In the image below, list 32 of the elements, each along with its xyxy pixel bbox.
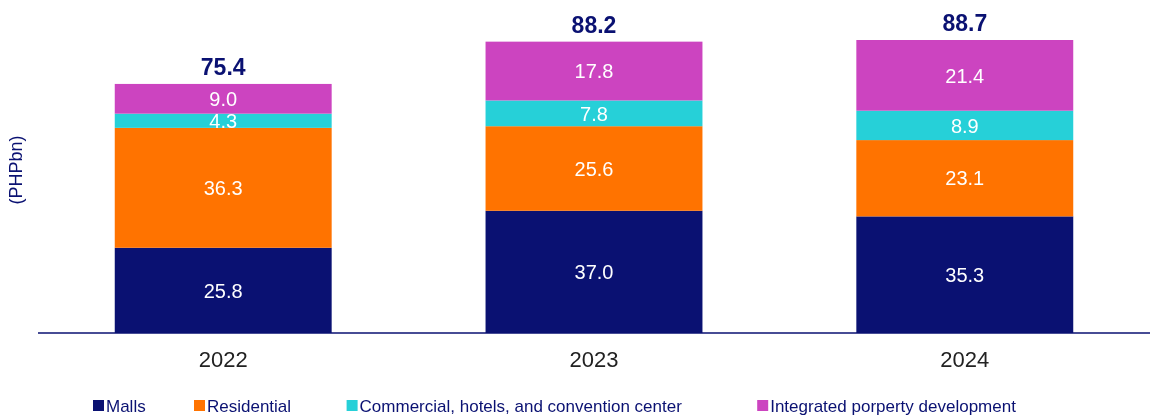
bar (114, 83, 332, 114)
data-label: 4.3 (209, 109, 238, 132)
legend-label: Residential (207, 396, 292, 416)
data-label: 35.3 (945, 263, 985, 286)
data-label: 25.8 (203, 279, 243, 302)
legend-label: Integrated porperty development (770, 396, 1017, 416)
bar (114, 127, 332, 248)
total-label: 88.7 (942, 10, 988, 36)
bar (114, 113, 332, 128)
data-label: 7.8 (580, 102, 608, 125)
bar (485, 100, 703, 127)
data-label: 25.6 (574, 157, 614, 180)
data-label: 37.0 (574, 261, 614, 284)
bar (485, 41, 703, 101)
legend-label: Commercial, hotels, and convention center (359, 396, 683, 416)
bar (485, 126, 703, 211)
y-axis-title: (PHPbn) (6, 135, 26, 205)
legend-label: Malls (106, 396, 146, 416)
data-label: 8.9 (950, 114, 979, 137)
data-label: 17.8 (574, 60, 614, 83)
x-tick-label: 2022 (198, 347, 248, 372)
x-tick-label: 2024 (940, 347, 990, 372)
data-label: 9.0 (209, 88, 238, 110)
x-tick-label: 2023 (569, 347, 619, 372)
data-label: 36.3 (203, 177, 243, 200)
bar (856, 110, 1074, 141)
total-label: 88.2 (571, 11, 617, 38)
bar (856, 40, 1074, 111)
data-label: 23.1 (945, 167, 985, 190)
total-label: 75.4 (200, 53, 246, 80)
bar (856, 140, 1074, 217)
data-label: 21.4 (945, 64, 985, 87)
